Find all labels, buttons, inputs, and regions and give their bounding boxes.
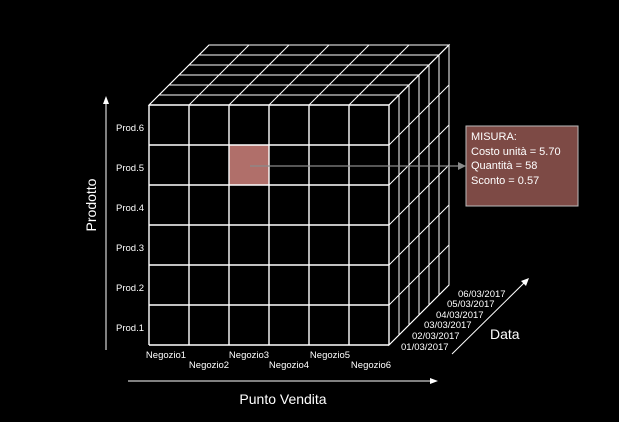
grid-line: [388, 164, 450, 226]
date-label: 01/03/2017: [401, 342, 449, 353]
vertical-axis-arrow: [103, 96, 109, 350]
horizontal-axis-title: Punto Vendita: [239, 391, 326, 407]
cube-cell: [189, 305, 229, 345]
product-labels: Prod.1 Prod.2 Prod.3 Prod.4 Prod.5 Prod.…: [116, 123, 144, 334]
cube-cell: [229, 225, 269, 265]
date-label: 06/03/2017: [458, 289, 506, 300]
horizontal-axis-arrow: [128, 378, 438, 384]
cube-cell: [189, 225, 229, 265]
store-labels: Negozio1 Negozio2 Negozio3 Negozio4 Nego…: [146, 350, 391, 371]
cube-cell: [269, 305, 309, 345]
cube-front-face: [149, 105, 389, 345]
date-label: 05/03/2017: [447, 299, 495, 310]
product-label: Prod.2: [116, 283, 144, 294]
grid-line: [388, 244, 450, 306]
cube-cell: [269, 185, 309, 225]
store-label: Negozio2: [189, 360, 229, 371]
measure-box: [465, 125, 579, 207]
measure-line: Quantità = 58: [471, 160, 537, 172]
cube-cell: [349, 265, 389, 305]
cube-cell: [149, 305, 189, 345]
cube-cell: [149, 145, 189, 185]
cube-cell: [309, 225, 349, 265]
cube-cell: [229, 265, 269, 305]
measure-line: Sconto = 0.57: [471, 175, 539, 187]
cube-cell: [189, 265, 229, 305]
cube-cell: [309, 105, 349, 145]
store-label: Negozio5: [310, 350, 350, 361]
cube-cell: [189, 145, 229, 185]
cube-cell: [309, 305, 349, 345]
cube-cell: [349, 225, 389, 265]
date-label: 02/03/2017: [412, 331, 460, 342]
date-label: 03/03/2017: [424, 320, 472, 331]
product-label: Prod.5: [116, 163, 144, 174]
cube-cell: [149, 105, 189, 145]
cube-cell: [229, 305, 269, 345]
store-label: Negozio4: [269, 360, 309, 371]
cube-cell: [189, 105, 229, 145]
cube-cell: [309, 265, 349, 305]
highlighted-cell: [229, 145, 269, 185]
measure-line: Costo unità = 5.70: [471, 146, 561, 158]
cube-cell: [309, 145, 349, 185]
cube-cell: [269, 265, 309, 305]
cube-cell: [149, 185, 189, 225]
product-label: Prod.3: [116, 243, 144, 254]
grid-line: [388, 44, 450, 106]
grid-line: [388, 84, 450, 146]
store-label: Negozio6: [351, 360, 391, 371]
date-label: 04/03/2017: [436, 310, 484, 321]
cube-cell: [349, 145, 389, 185]
depth-axis-title: Data: [490, 326, 520, 342]
date-labels: 01/03/2017 02/03/2017 03/03/2017 04/03/2…: [401, 289, 506, 353]
cube-cell: [349, 305, 389, 345]
product-label: Prod.4: [116, 203, 144, 214]
grid-line: [388, 124, 450, 186]
store-label: Negozio1: [146, 350, 186, 361]
callout-arrowhead: [458, 162, 466, 170]
measure-title: MISURA:: [471, 131, 517, 143]
grid-line: [388, 284, 450, 346]
cube-cell: [149, 225, 189, 265]
product-label: Prod.6: [116, 123, 144, 134]
store-label: Negozio3: [229, 350, 269, 361]
product-label: Prod.1: [116, 323, 144, 334]
cube-cell: [149, 265, 189, 305]
cube-cell: [229, 185, 269, 225]
cube-cell: [309, 185, 349, 225]
vertical-axis-title: Prodotto: [83, 178, 99, 231]
cube-front-grid: [148, 104, 390, 346]
cube-top-grid: [148, 44, 450, 106]
cube-cell: [269, 225, 309, 265]
grid-line: [388, 204, 450, 266]
cube-cell: [349, 105, 389, 145]
cube-cell: [269, 145, 309, 185]
depth-axis-arrow: [451, 278, 529, 355]
cube-cell: [229, 105, 269, 145]
cube-cell: [189, 185, 229, 225]
cube: [147, 43, 451, 347]
cube-cell: [269, 105, 309, 145]
cube-cell: [349, 185, 389, 225]
